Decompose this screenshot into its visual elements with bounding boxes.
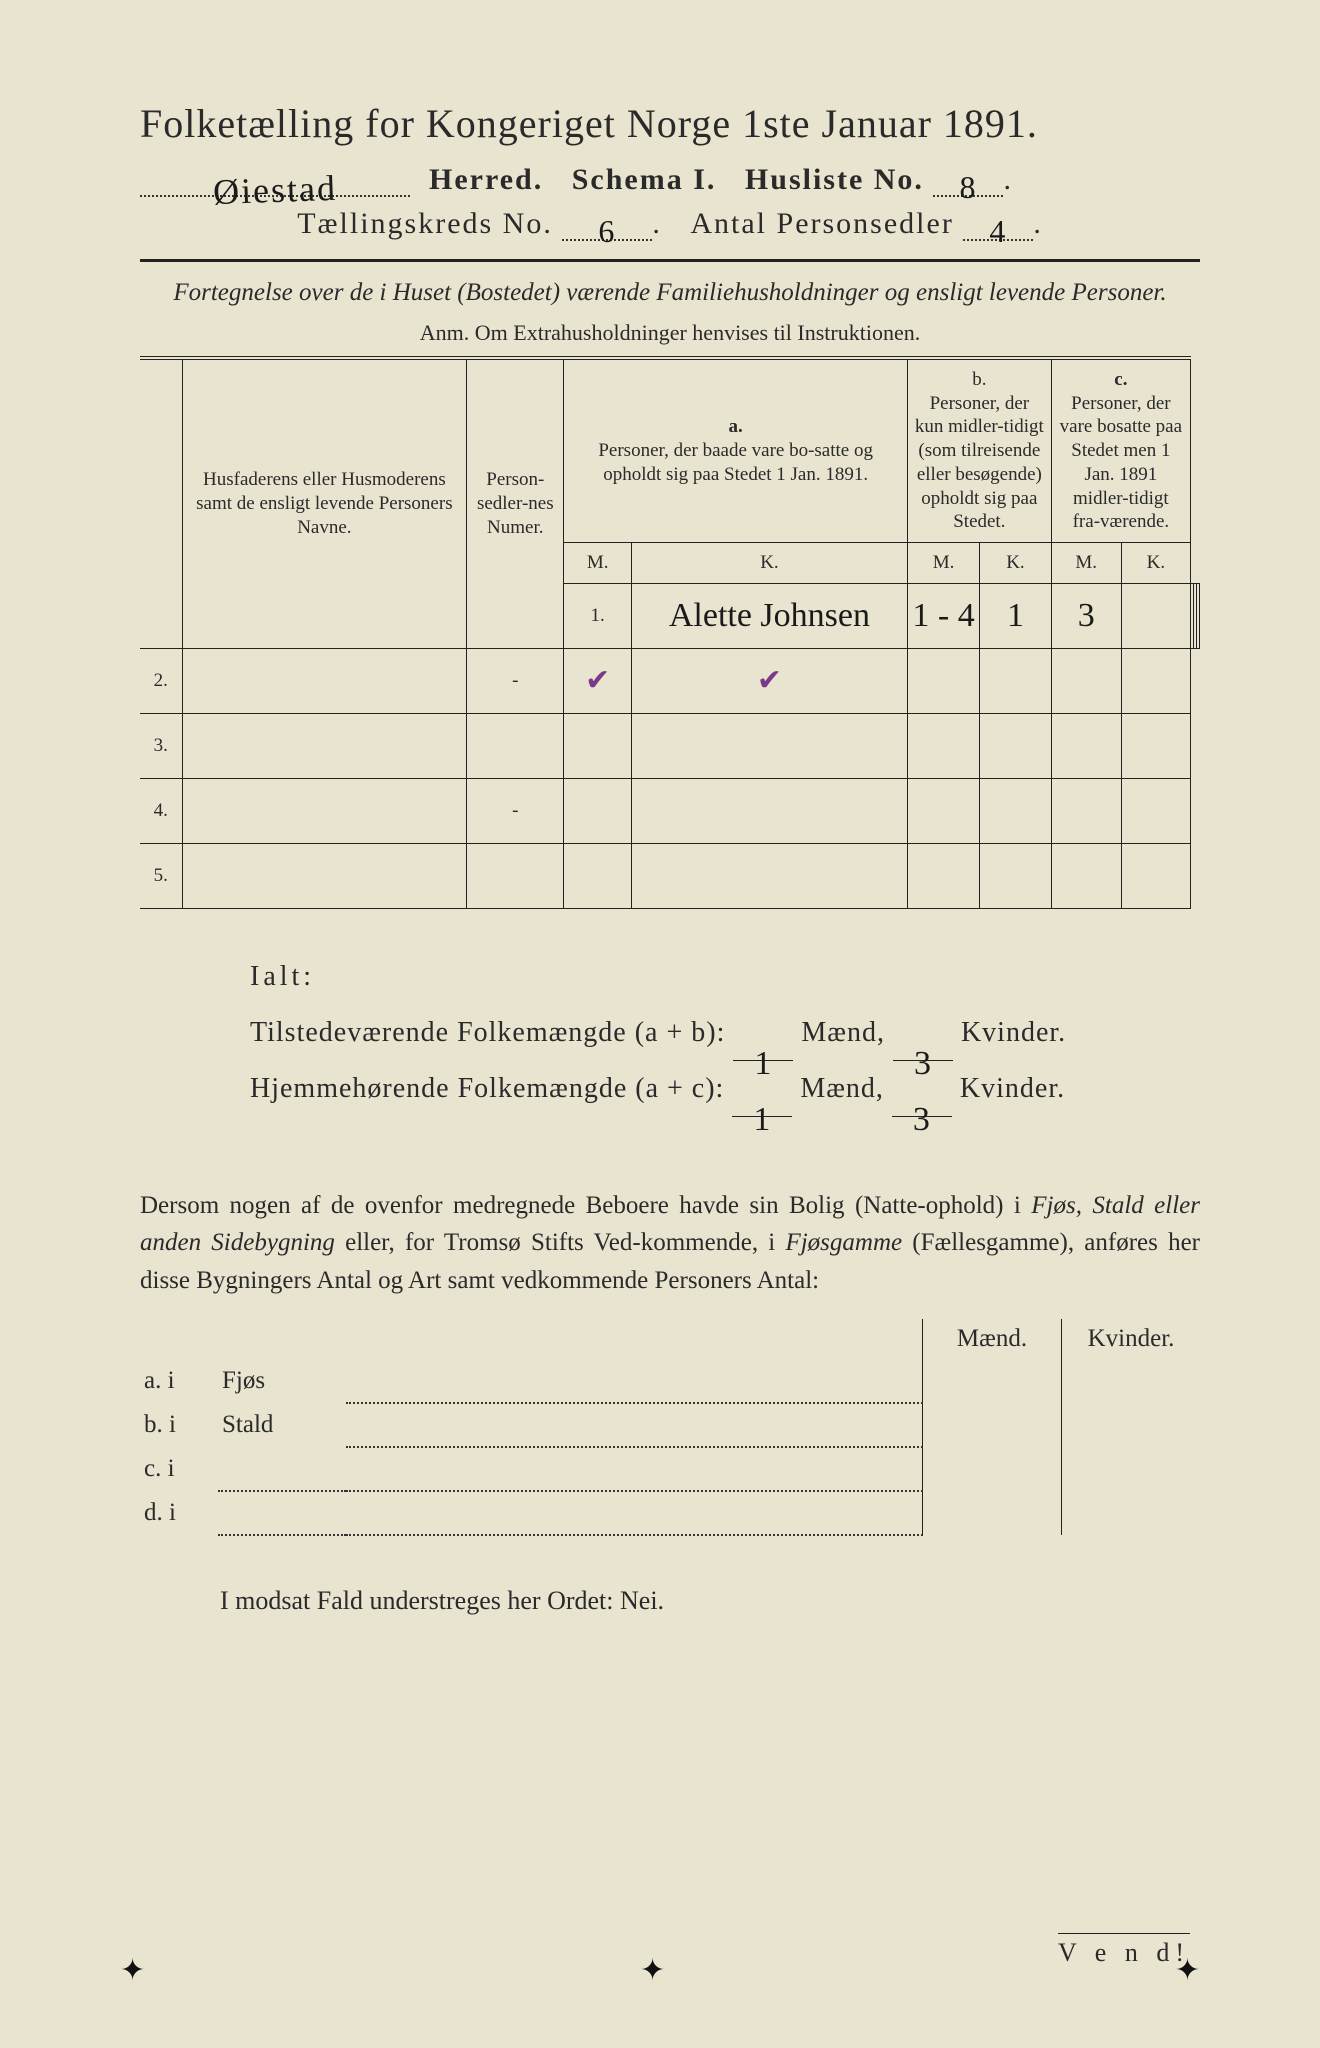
side-building-para: Dersom nogen af de ovenfor medregnede Be… <box>140 1187 1200 1300</box>
tot2-k: 3 <box>913 1101 931 1138</box>
col-b-k: K. <box>980 543 1052 584</box>
schema-label: Schema I. <box>572 163 717 196</box>
household-table: Husfaderens eller Husmoderens samt de en… <box>140 356 1200 909</box>
row1-name: Alette Johnsen <box>669 597 870 634</box>
kvinder-label: Kvinder. <box>960 1073 1065 1104</box>
herred-value: Øiestad <box>212 167 337 213</box>
side-building-table: Mænd. Kvinder. a. i Fjøs b. i Stald c. i… <box>140 1319 1200 1536</box>
row1-ak: 3 <box>1078 597 1095 634</box>
table-row: 5. <box>140 843 1200 908</box>
intro-text: Fortegnelse over de i Huset (Bostedet) v… <box>140 276 1200 310</box>
kvinder-label: Kvinder. <box>961 1017 1066 1048</box>
row1-am: 1 <box>1007 597 1024 634</box>
table-row: 4. - <box>140 778 1200 843</box>
col-a-head: a. <box>729 416 743 437</box>
col-c-head: c. <box>1114 369 1127 390</box>
pin-icon: ✦ <box>120 1953 145 1988</box>
herred-label: Herred. <box>429 163 543 196</box>
row2-am: ✔ <box>585 664 610 697</box>
husliste-label: Husliste No. <box>745 163 924 196</box>
tot-line1-label: Tilstedeværende Folkemængde (a + b): <box>250 1017 725 1048</box>
col-b: Personer, der kun midler-tidigt (som til… <box>915 393 1044 533</box>
col-a-k: K. <box>631 543 907 584</box>
col-names: Husfaderens eller Husmoderens samt de en… <box>182 358 467 649</box>
husliste-value: 8 <box>959 169 977 206</box>
pin-icon: ✦ <box>640 1953 665 1988</box>
divider <box>140 259 1200 262</box>
table-row: 2. - ✔ ✔ <box>140 648 1200 713</box>
side-k: Kvinder. <box>1062 1319 1201 1359</box>
nei-line: I modsat Fald understreges her Ordet: Ne… <box>220 1586 1200 1616</box>
anm-text: Anm. Om Extrahusholdninger henvises til … <box>140 320 1200 346</box>
side-m: Mænd. <box>923 1319 1062 1359</box>
col-numer: Person-sedler-nes Numer. <box>467 358 564 649</box>
kreds-value: 6 <box>598 213 616 250</box>
col-b-head: b. <box>972 369 986 390</box>
kreds-label: Tællingskreds No. <box>297 207 553 240</box>
col-a-m: M. <box>564 543 632 584</box>
totals-block: Ialt: Tilstedeværende Folkemængde (a + b… <box>250 949 1200 1117</box>
sedler-label: Antal Personsedler <box>690 207 953 240</box>
tot2-m: 1 <box>753 1101 771 1138</box>
sedler-value: 4 <box>989 213 1007 250</box>
maend-label: Mænd, <box>801 1017 885 1048</box>
col-c: Personer, der vare bosatte paa Stedet me… <box>1060 393 1182 533</box>
page-title: Folketælling for Kongeriget Norge 1ste J… <box>140 100 1200 147</box>
col-c-m: M. <box>1051 543 1121 584</box>
pin-icon: ✦ <box>1175 1953 1200 1988</box>
side-row: a. i Fjøs <box>140 1359 1200 1403</box>
side-row: d. i <box>140 1491 1200 1535</box>
tot-line2-label: Hjemmehørende Folkemængde (a + c): <box>250 1073 724 1104</box>
vend-label: V e n d! <box>1058 1933 1190 1968</box>
col-c-k: K. <box>1121 543 1190 584</box>
header-line-1: Øiestad Herred. Schema I. Husliste No. 8… <box>140 163 1200 197</box>
census-form-page: Folketælling for Kongeriget Norge 1ste J… <box>0 0 1320 1696</box>
col-b-m: M. <box>907 543 979 584</box>
maend-label: Mænd, <box>800 1073 884 1104</box>
side-row: b. i Stald <box>140 1403 1200 1447</box>
col-a: Personer, der baade vare bo-satte og oph… <box>598 440 873 485</box>
ialt-label: Ialt: <box>250 949 1200 1005</box>
row1-numer: 1 - 4 <box>912 597 974 634</box>
header-line-2: Tællingskreds No. 6. Antal Personsedler … <box>140 207 1200 241</box>
row2-ak: ✔ <box>757 664 782 697</box>
side-row: c. i <box>140 1447 1200 1491</box>
table-row: 3. <box>140 713 1200 778</box>
